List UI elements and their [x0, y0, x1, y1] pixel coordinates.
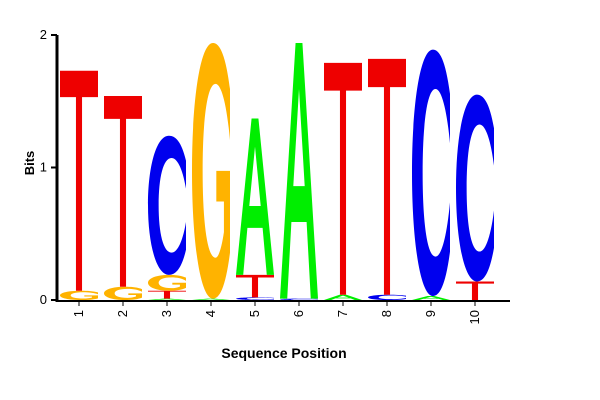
logo-letter-T: [368, 58, 406, 295]
logo-letter-C: [236, 297, 274, 300]
y-tick-label: 1: [40, 160, 47, 175]
logo-letter-A: [412, 296, 450, 300]
logo-column-1: [60, 70, 98, 300]
logo-column-8: [368, 58, 406, 300]
logo-column-5: [236, 118, 274, 300]
logo-letter-T: [324, 62, 362, 295]
logo-letter-C: [148, 135, 186, 275]
logo-letter-C: [412, 49, 450, 297]
x-tick-label: 10: [467, 310, 482, 324]
x-tick-label: 1: [71, 310, 86, 317]
logo-letter-T: [236, 274, 274, 298]
logo-column-4: [192, 42, 230, 300]
logo-letter-A: [192, 298, 230, 300]
logo-letter-A: [148, 298, 186, 300]
logo-letter-T: [104, 95, 142, 287]
y-tick-label: 0: [40, 292, 47, 307]
logo-letter-A: [324, 294, 362, 300]
x-tick-label: 6: [291, 310, 306, 317]
letter-stacks: [60, 42, 494, 300]
logo-letter-G: [60, 290, 98, 300]
logo-column-7: [324, 62, 362, 300]
logo-letter-T: [456, 281, 494, 300]
logo-column-9: [412, 49, 450, 300]
logo-column-3: [148, 135, 186, 300]
y-tick-label: 2: [40, 27, 47, 42]
logo-letter-C: [456, 94, 494, 282]
logo-letter-A: [280, 42, 318, 299]
logo-letter-G: [148, 274, 186, 291]
x-tick-label: 3: [159, 310, 174, 317]
x-tick-label: 4: [203, 310, 218, 317]
y-axis-label: Bits: [22, 151, 37, 176]
x-tick-label: 9: [423, 310, 438, 317]
x-axis-label: Sequence Position: [221, 345, 346, 361]
logo-column-6: [280, 42, 318, 300]
x-tick-label: 8: [379, 310, 394, 317]
logo-letter-G: [192, 42, 230, 299]
x-tick-label: 7: [335, 310, 350, 317]
logo-column-10: [456, 94, 494, 300]
axes: 0 1 2 1 2 3 4 5 6 7 8 9 10: [40, 27, 510, 324]
logo-letter-A: [236, 118, 274, 275]
logo-letter-C: [368, 294, 406, 300]
x-tick-label: 5: [247, 310, 262, 317]
x-tick-label: 2: [115, 310, 130, 317]
logo-column-2: [104, 95, 142, 300]
logo-letter-C: [280, 298, 318, 300]
logo-letter-T: [60, 70, 98, 291]
logo-letter-T: [148, 290, 186, 299]
logo-letter-G: [104, 286, 142, 300]
